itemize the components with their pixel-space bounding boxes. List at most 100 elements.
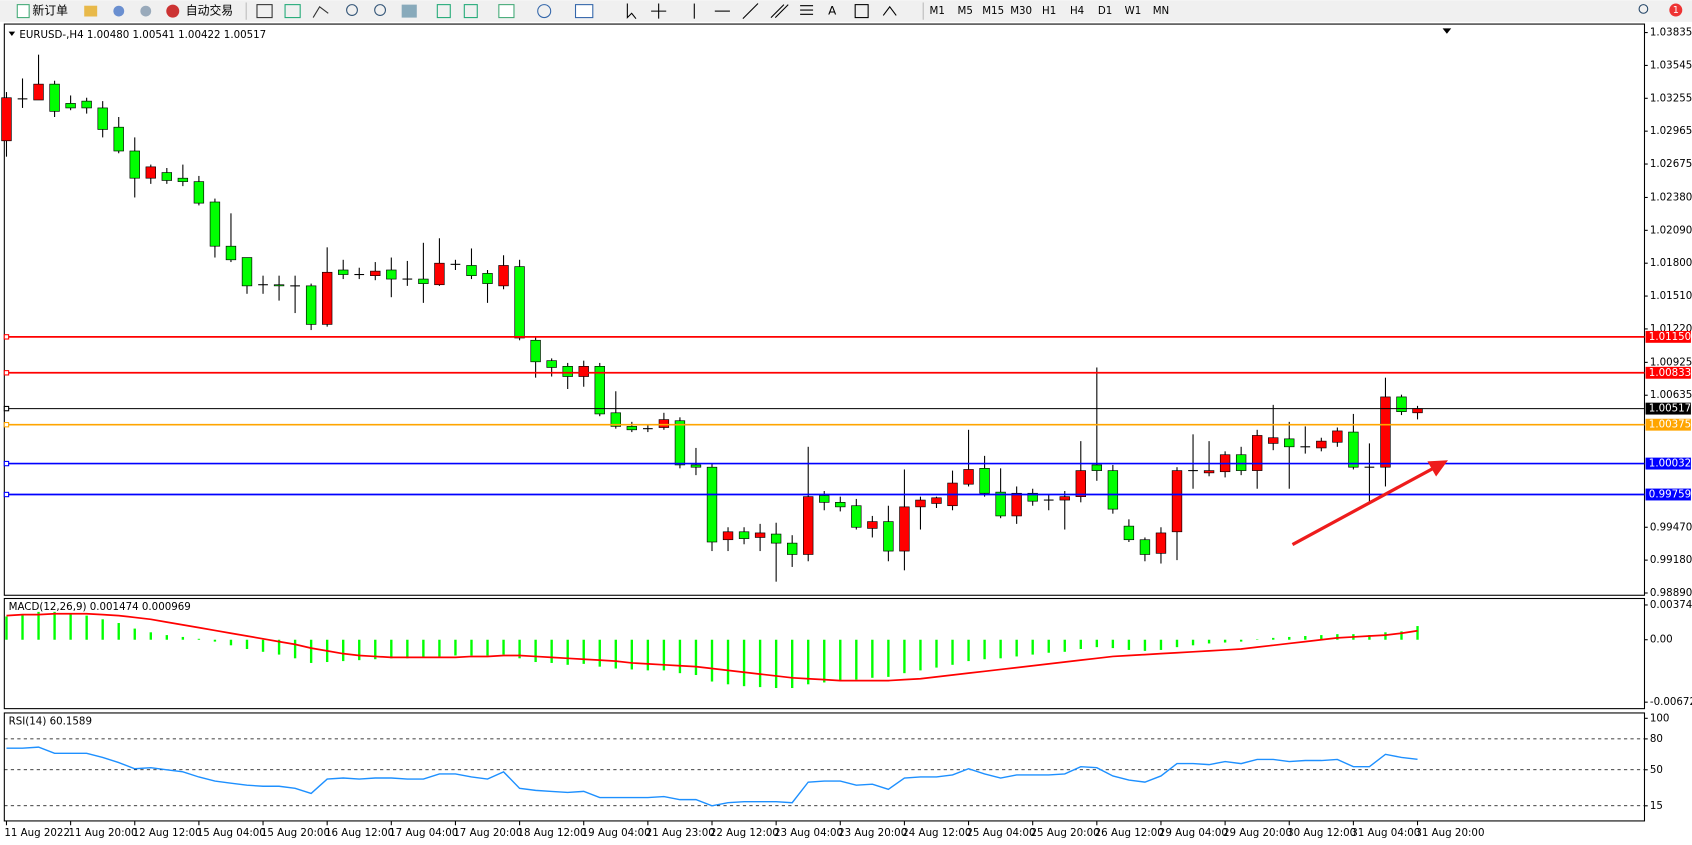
rsi-title: RSI(14) 60.1589 bbox=[9, 716, 92, 728]
price-level-label-box bbox=[1645, 488, 1691, 501]
rsi-panel bbox=[3, 712, 1646, 822]
x-tick-label: 29 Aug 04:00 bbox=[1159, 827, 1228, 839]
notification-badge[interactable] bbox=[1669, 3, 1683, 17]
x-tick-label: 19 Aug 04:00 bbox=[582, 827, 651, 839]
timeframe-button[interactable]: M1 bbox=[930, 5, 945, 17]
label-icon bbox=[854, 4, 869, 19]
candle-body bbox=[161, 172, 173, 181]
zoom-in-icon bbox=[346, 4, 358, 16]
toolbar-button[interactable]: 自动交易 bbox=[186, 4, 233, 18]
search-icon bbox=[1638, 4, 1649, 14]
candle-body bbox=[193, 181, 205, 204]
y-tick-label: 0.98890 bbox=[1650, 587, 1692, 599]
timeframe-button[interactable]: M5 bbox=[958, 5, 973, 17]
icon bbox=[574, 4, 594, 19]
timeframe-button[interactable]: W1 bbox=[1125, 5, 1142, 17]
price-level-label-box bbox=[1645, 366, 1691, 379]
candle-body bbox=[867, 521, 878, 529]
candle-body bbox=[722, 531, 734, 541]
y-tick-label: 1.02965 bbox=[1650, 125, 1692, 137]
price-level-label: 1.00517 bbox=[1649, 403, 1691, 415]
symbol-menu-arrow bbox=[8, 31, 16, 36]
candle-body bbox=[1091, 464, 1103, 471]
icon bbox=[463, 4, 478, 19]
macd-panel bbox=[3, 597, 1646, 710]
x-tick-label: 22 Aug 12:00 bbox=[710, 827, 779, 839]
candle-body bbox=[1251, 435, 1263, 471]
candle-body bbox=[530, 339, 541, 363]
candle-body bbox=[482, 273, 493, 284]
candle-body bbox=[738, 531, 750, 539]
new-order-icon bbox=[16, 4, 30, 19]
candle-body bbox=[770, 533, 782, 544]
candle-body bbox=[113, 126, 124, 152]
arrow-head bbox=[1427, 460, 1448, 477]
candle-body bbox=[418, 278, 429, 284]
timeframe-button[interactable]: M15 bbox=[982, 5, 1004, 17]
x-tick-label: 23 Aug 20:00 bbox=[838, 827, 907, 839]
price-level-marker bbox=[3, 421, 10, 428]
y-tick-label: 100 bbox=[1650, 712, 1670, 724]
x-tick-label: 23 Aug 04:00 bbox=[774, 827, 843, 839]
candle-body bbox=[995, 491, 1006, 517]
text-tool-icon: A bbox=[828, 4, 837, 18]
fibo-icon bbox=[800, 5, 814, 15]
cursor-icon bbox=[626, 3, 637, 20]
candle-body bbox=[1396, 396, 1407, 412]
x-tick-label: 11 Aug 2022 bbox=[4, 827, 70, 839]
toolbar-icons: A bbox=[16, 2, 1683, 20]
candle-body bbox=[819, 495, 830, 503]
timeframe-button[interactable]: D1 bbox=[1098, 5, 1112, 17]
timeframe-button[interactable]: H1 bbox=[1042, 5, 1056, 17]
x-tick-label: 15 Aug 04:00 bbox=[197, 827, 266, 839]
timeframe-button[interactable]: MN bbox=[1153, 5, 1170, 17]
y-tick-label: 15 bbox=[1650, 800, 1663, 812]
candle-body bbox=[1380, 396, 1391, 468]
candle-body bbox=[1171, 470, 1183, 533]
candle-body bbox=[1284, 438, 1295, 448]
timeframe-button[interactable]: H4 bbox=[1070, 5, 1084, 17]
zoom-out-icon bbox=[374, 4, 387, 16]
candle-body bbox=[466, 265, 477, 276]
icon bbox=[84, 5, 98, 17]
x-tick-label: 31 Aug 20:00 bbox=[1415, 827, 1484, 839]
candle-body bbox=[1268, 437, 1279, 444]
x-tick-label: 25 Aug 20:00 bbox=[1031, 827, 1100, 839]
icon bbox=[140, 5, 152, 17]
x-tick-label: 17 Aug 20:00 bbox=[453, 827, 522, 839]
candle-body bbox=[963, 469, 974, 485]
candle-body bbox=[1, 97, 12, 142]
y-tick-label: 0.003744 bbox=[1650, 599, 1692, 611]
price-level-label-box bbox=[1645, 457, 1691, 470]
candle-body bbox=[129, 150, 140, 179]
price-level-label: 0.99759 bbox=[1649, 489, 1691, 501]
price-level-marker bbox=[3, 334, 10, 340]
price-level-marker bbox=[3, 460, 10, 467]
price-panel bbox=[3, 23, 1646, 596]
macd-title: MACD(12,26,9) 0.001474 0.000969 bbox=[9, 601, 191, 613]
y-tick-label: 1.03545 bbox=[1650, 59, 1692, 71]
y-tick-label: 1.03835 bbox=[1650, 27, 1692, 39]
icon bbox=[312, 5, 329, 18]
macd-signal-line bbox=[6, 612, 1418, 682]
crosshair-icon bbox=[651, 3, 667, 19]
y-tick-label: -0.006723 bbox=[1650, 696, 1692, 708]
candle-body bbox=[225, 245, 237, 261]
candle-body bbox=[177, 177, 189, 182]
candle-body bbox=[273, 284, 285, 287]
toolbar-button[interactable]: 新订单 bbox=[32, 4, 68, 18]
price-level-label: 1.01150 bbox=[1649, 331, 1691, 343]
candle-body bbox=[578, 366, 589, 377]
candle-body bbox=[754, 532, 766, 538]
candle-body bbox=[81, 100, 92, 109]
price-level-marker bbox=[3, 405, 10, 412]
price-title: EURUSD-,H4 1.00480 1.00541 1.00422 1.005… bbox=[19, 29, 266, 41]
candle-body bbox=[386, 269, 397, 280]
x-tick-label: 15 Aug 20:00 bbox=[261, 827, 330, 839]
candle-body bbox=[851, 505, 862, 528]
candle-body bbox=[434, 262, 445, 286]
candle-body bbox=[65, 103, 76, 109]
timeframe-button[interactable]: M30 bbox=[1010, 5, 1032, 17]
